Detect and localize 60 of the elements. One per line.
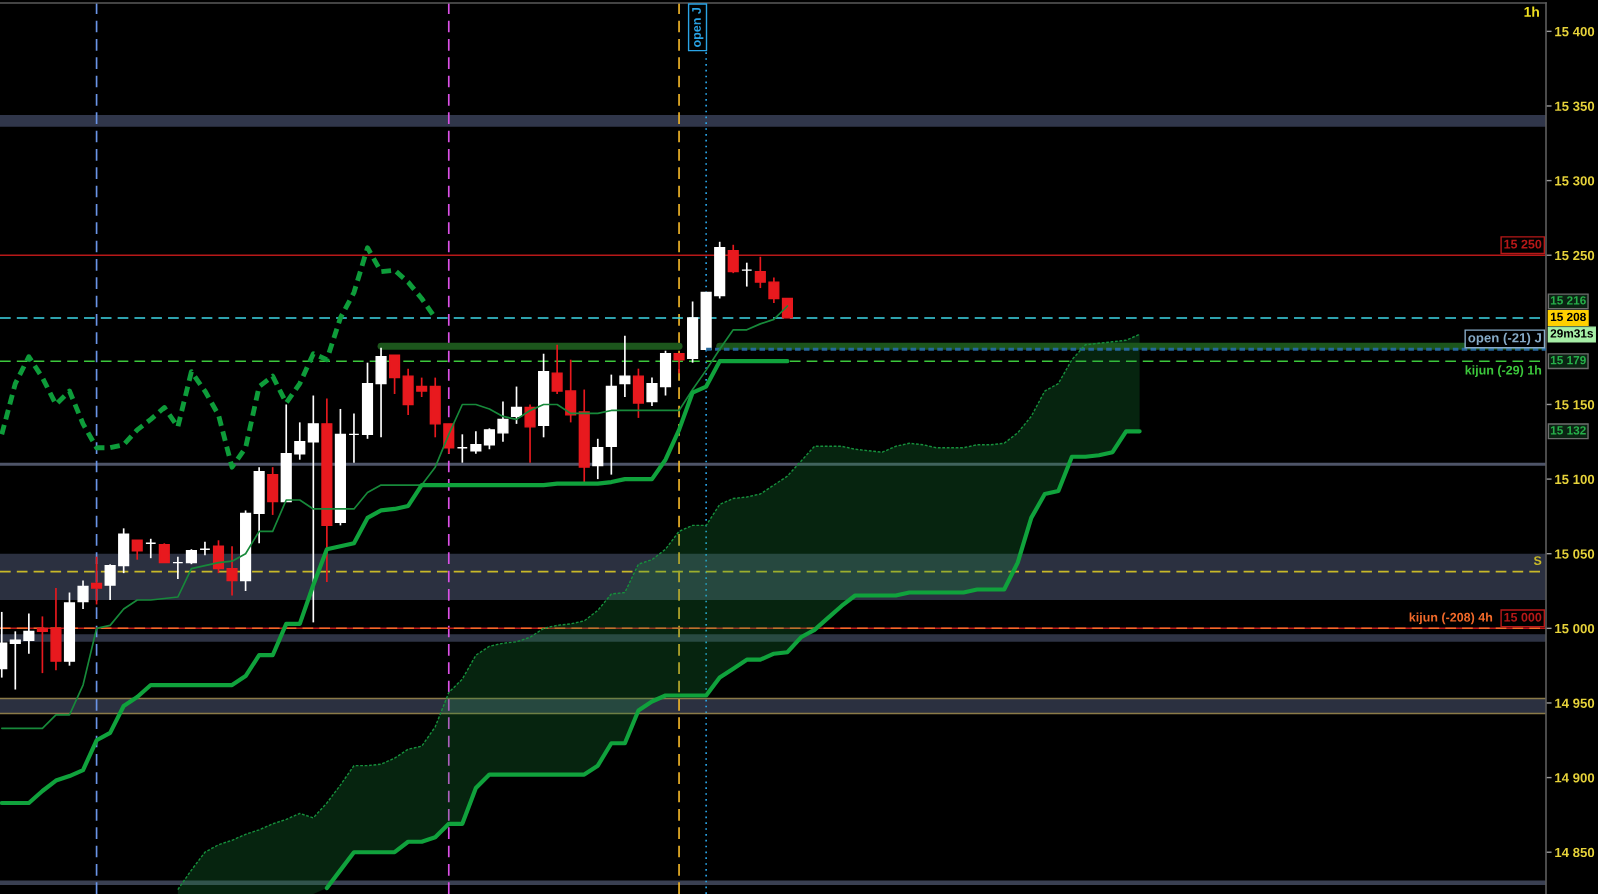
candlestick	[91, 555, 103, 606]
y-tick-label: 15 100	[1555, 474, 1595, 485]
candlestick	[36, 615, 48, 674]
candlestick	[389, 354, 401, 395]
y-tick-label: 14 850	[1555, 847, 1595, 858]
candlestick	[741, 261, 753, 288]
candlestick	[226, 545, 238, 597]
ref-line-label: kijun (-208) 4h	[1409, 612, 1493, 625]
candlestick	[9, 630, 21, 691]
y-tick-label: 15 300	[1555, 176, 1595, 186]
candlestick	[158, 542, 170, 564]
candlestick	[768, 276, 780, 304]
candlestick	[104, 563, 116, 601]
y-tick-label: 15 000	[1555, 623, 1595, 634]
annotation: 15 179	[1550, 356, 1586, 365]
y-tick-label: 14 900	[1555, 773, 1595, 783]
candlestick	[416, 376, 428, 398]
candlestick	[510, 385, 523, 425]
ref-line-label: 15 000	[1504, 612, 1542, 622]
ref-line-label: 15 250	[1504, 239, 1542, 249]
candlestick	[565, 358, 577, 424]
candlestick	[524, 403, 536, 464]
candlestick	[470, 430, 482, 455]
chart-title: 1h	[1524, 6, 1539, 17]
candlestick	[294, 421, 306, 461]
candlestick	[23, 612, 35, 655]
annotation: 15 132	[1550, 426, 1586, 435]
candlestick	[754, 255, 766, 289]
candlestick	[172, 555, 184, 580]
candlestick	[77, 579, 89, 610]
candlestick	[646, 376, 658, 407]
candlestick	[497, 400, 509, 443]
annotation: 15 208	[1550, 312, 1586, 322]
candlestick	[456, 433, 468, 464]
text: 15 216	[1550, 296, 1586, 305]
candlestick	[727, 243, 739, 274]
candlestick	[348, 412, 360, 464]
candlestick	[619, 334, 631, 398]
line-series	[324, 429, 1142, 891]
y-tick-label: 15 250	[1555, 250, 1595, 261]
candlestick	[131, 539, 143, 561]
annotation: open J	[692, 8, 704, 47]
candlestick	[592, 437, 604, 480]
candlestick	[551, 343, 563, 395]
y-tick-label: 15 400	[1555, 26, 1595, 37]
y-tick-label: 15 350	[1555, 101, 1595, 111]
text: 29m31s	[1550, 329, 1594, 338]
candlestick	[145, 537, 157, 560]
candlestick	[199, 540, 211, 557]
y-tick-label: 14 950	[1555, 698, 1595, 708]
candlestick	[307, 394, 319, 624]
candlestick	[673, 352, 685, 374]
ref-line-label: kijun (-29) 1h	[1465, 365, 1542, 378]
line-series	[0, 305, 789, 730]
y-tick-label: 15 150	[1555, 400, 1595, 410]
y-tick-label: 15 050	[1555, 549, 1595, 559]
line-series	[0, 359, 790, 806]
candlestick	[483, 427, 495, 451]
ref-line-label: S	[1533, 556, 1542, 565]
series-label: open (-21) J	[1468, 332, 1541, 346]
